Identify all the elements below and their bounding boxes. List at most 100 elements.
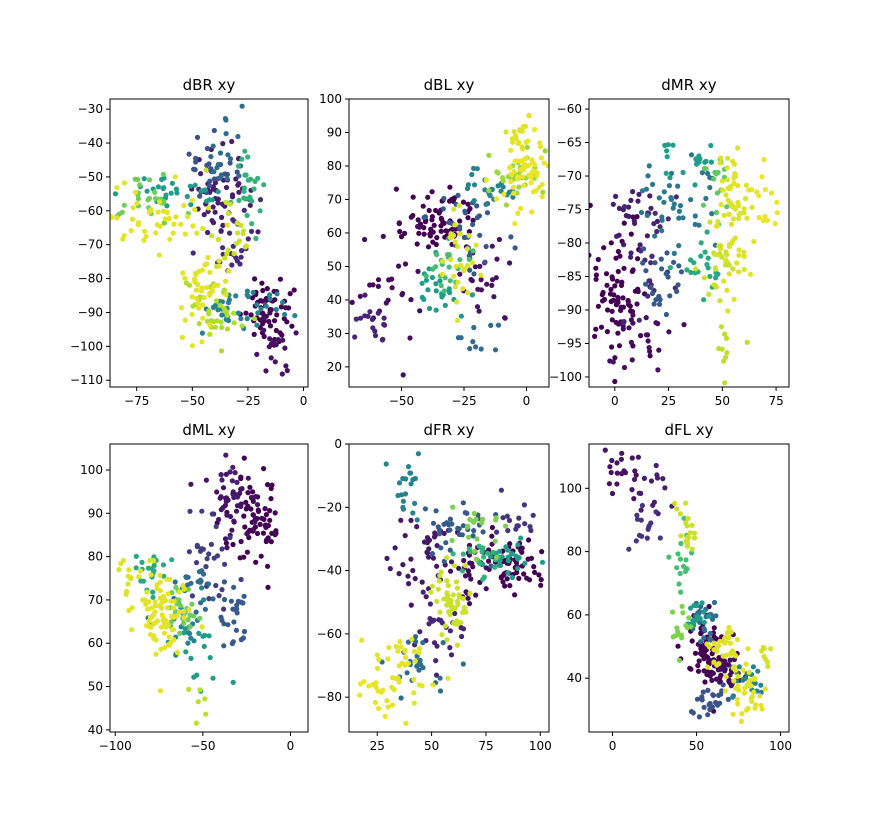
data-point <box>121 180 127 186</box>
data-point <box>709 616 716 622</box>
data-point <box>522 123 529 129</box>
data-point <box>419 683 425 689</box>
data-point <box>651 301 657 307</box>
data-point <box>716 666 722 673</box>
data-point <box>679 635 685 641</box>
data-point <box>525 138 531 144</box>
data-point <box>241 228 247 234</box>
data-point <box>413 634 419 640</box>
data-point <box>411 676 417 683</box>
data-point <box>676 215 682 221</box>
data-point <box>498 575 504 581</box>
data-point <box>412 576 418 582</box>
data-point <box>427 231 433 237</box>
data-point <box>253 235 259 242</box>
data-point <box>206 596 212 602</box>
data-point <box>204 198 210 204</box>
data-point <box>146 618 152 624</box>
data-point <box>431 640 438 646</box>
y-tick-label: −90 <box>557 303 582 317</box>
data-point <box>197 193 203 199</box>
data-point <box>396 263 402 269</box>
data-point <box>752 705 758 711</box>
data-point <box>459 633 465 640</box>
data-point <box>608 286 614 292</box>
data-point <box>707 219 713 225</box>
data-point <box>248 506 254 512</box>
data-point <box>503 129 509 135</box>
data-point <box>200 225 206 231</box>
data-point <box>684 267 690 273</box>
data-point <box>264 286 270 292</box>
data-point <box>362 313 368 319</box>
data-point <box>357 315 364 321</box>
x-tick-label: 0 <box>287 739 295 753</box>
data-point <box>747 677 753 683</box>
data-point <box>231 619 237 625</box>
data-point <box>705 255 711 261</box>
data-point <box>455 602 461 608</box>
data-point <box>257 208 263 214</box>
data-point <box>647 353 653 359</box>
data-point <box>726 624 732 631</box>
data-point <box>433 281 439 287</box>
data-point <box>644 233 651 239</box>
data-point <box>774 210 781 216</box>
data-point <box>636 490 642 496</box>
data-point <box>492 538 498 544</box>
data-point <box>694 696 701 702</box>
data-point <box>657 535 663 541</box>
data-point <box>274 291 280 297</box>
data-point <box>466 601 473 607</box>
data-point <box>269 482 275 488</box>
data-point <box>431 222 437 228</box>
data-point <box>132 189 139 195</box>
data-point <box>233 627 239 633</box>
data-point <box>427 601 433 607</box>
data-point <box>176 589 182 595</box>
data-point <box>461 557 467 564</box>
y-tick-label: 60 <box>327 226 342 240</box>
data-point <box>722 380 728 386</box>
data-point <box>395 492 401 499</box>
data-point <box>181 615 187 621</box>
data-point <box>161 220 167 226</box>
data-point <box>709 651 715 657</box>
data-point <box>503 544 509 550</box>
data-point <box>621 242 627 248</box>
data-point <box>193 159 199 165</box>
data-point <box>221 305 227 311</box>
data-point <box>220 222 226 228</box>
data-point <box>707 273 713 279</box>
data-point <box>238 501 244 507</box>
data-point <box>539 559 546 565</box>
data-point <box>241 185 247 191</box>
data-point <box>438 545 444 551</box>
data-point <box>452 222 458 228</box>
data-point <box>621 265 627 271</box>
data-point <box>266 318 272 325</box>
data-point <box>708 142 714 149</box>
data-point <box>749 187 755 193</box>
data-point <box>400 562 406 568</box>
data-point <box>219 477 225 483</box>
data-point <box>144 589 150 595</box>
data-point <box>248 228 255 234</box>
data-point <box>221 621 227 627</box>
data-point <box>129 216 136 222</box>
data-point <box>218 472 224 478</box>
data-point <box>206 311 212 317</box>
data-point <box>227 156 234 162</box>
data-point <box>254 322 260 328</box>
data-point <box>694 613 700 619</box>
data-point <box>634 301 640 307</box>
data-point <box>252 276 258 282</box>
data-point <box>183 574 189 581</box>
data-point <box>202 632 208 639</box>
data-point <box>645 173 651 179</box>
data-point <box>173 186 179 192</box>
